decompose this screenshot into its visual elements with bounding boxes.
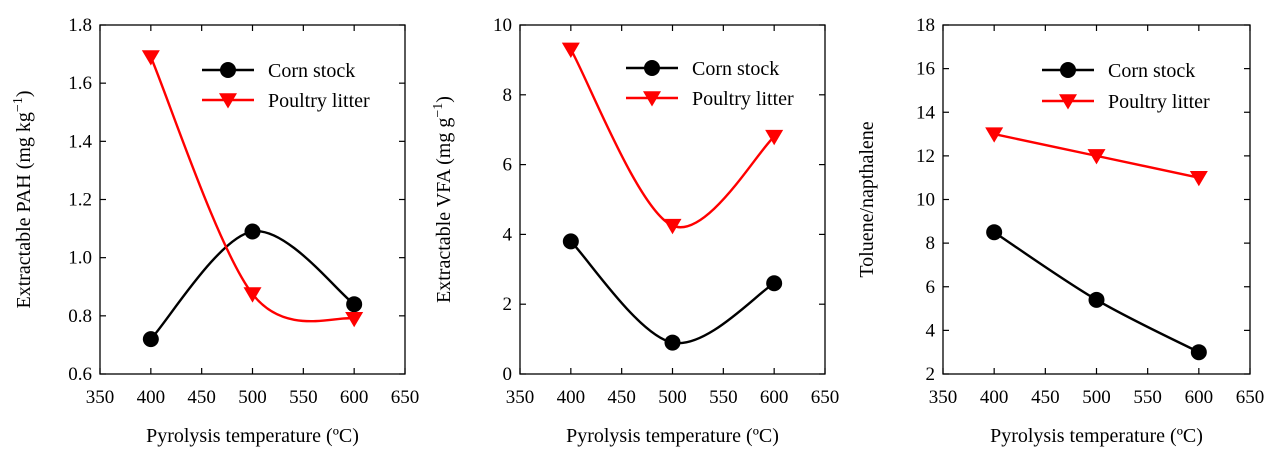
- y-tick-label: 0: [503, 364, 513, 385]
- legend-marker: [1060, 62, 1076, 78]
- x-tick-label: 600: [760, 387, 789, 408]
- y-tick-label: 0.6: [68, 364, 92, 385]
- y-tick-label: 10: [493, 15, 512, 36]
- legend-label: Poultry litter: [1108, 91, 1210, 113]
- x-tick-label: 450: [1031, 387, 1060, 408]
- y-tick-label: 4: [503, 224, 513, 245]
- y-tick-label: 1.4: [68, 131, 92, 152]
- x-tick-label: 400: [980, 387, 1009, 408]
- y-tick-label: 6: [503, 155, 513, 176]
- series-line-corn-stock: [149, 230, 355, 340]
- x-axis-label: Pyrolysis temperature (ºC): [146, 425, 359, 447]
- legend-marker: [644, 60, 660, 76]
- chart-panel-3: 350 400 450 500 550 600 650 2 4 6 8 10 12 14 16 18 Pyrol…: [856, 15, 1264, 447]
- y-axis-label: Extractable PAH (mg kg−1): [11, 90, 35, 308]
- y-tick-label: 2: [503, 294, 513, 315]
- data-point-poultry-litter: [1189, 170, 1208, 187]
- y-axis-label: Extractable VFA (mg g−1): [431, 96, 455, 303]
- x-tick-label: 550: [1133, 387, 1162, 408]
- y-tick-label: 10: [916, 190, 935, 211]
- legend: Corn stock Poultry litter: [626, 58, 794, 110]
- y-tick-label: 8: [503, 85, 513, 106]
- y-tick-label: 1.2: [68, 190, 92, 211]
- y-tick-label: 1.6: [68, 73, 92, 94]
- legend-label: Corn stock: [692, 58, 779, 80]
- x-tick-label: 400: [137, 387, 166, 408]
- chart-panel-2: 350 400 450 500 550 600 650 0 2 4 6 8 10 Pyrolysis te…: [431, 15, 839, 447]
- y-tick-label: 2: [926, 364, 936, 385]
- data-point-corn-stock: [1088, 291, 1105, 308]
- data-point-corn-stock: [346, 296, 363, 313]
- legend-label: Corn stock: [1108, 60, 1195, 82]
- y-tick-label: 0.8: [68, 306, 92, 327]
- legend-marker: [643, 91, 661, 107]
- x-tick-label: 500: [238, 387, 267, 408]
- data-point-corn-stock: [142, 331, 159, 348]
- y-tick-label: 14: [916, 102, 936, 123]
- legend-label: Poultry litter: [268, 90, 370, 112]
- data-point-poultry-litter: [663, 218, 682, 235]
- x-tick-label: 550: [289, 387, 318, 408]
- x-tick-label: 450: [607, 387, 636, 408]
- x-tick-label: 650: [811, 387, 840, 408]
- y-tick-label: 1.8: [68, 15, 92, 36]
- legend: Corn stock Poultry litter: [1042, 60, 1210, 113]
- data-point-poultry-litter: [345, 311, 364, 328]
- y-axis-label-superscript: −1: [431, 103, 446, 118]
- legend-label: Poultry litter: [692, 88, 794, 110]
- data-point-poultry-litter: [243, 287, 262, 303]
- data-point-corn-stock: [1190, 344, 1207, 361]
- x-tick-label: 550: [709, 387, 738, 408]
- x-axis-label: Pyrolysis temperature (ºC): [990, 425, 1203, 447]
- data-point-corn-stock: [562, 233, 579, 250]
- x-tick-label: 650: [391, 387, 420, 408]
- legend: Corn stock Poultry litter: [202, 60, 370, 112]
- x-tick-label: 600: [340, 387, 369, 408]
- y-tick-label: 8: [926, 233, 936, 254]
- legend-label: Corn stock: [268, 60, 355, 82]
- data-point-poultry-litter: [985, 127, 1004, 143]
- legend-marker: [219, 93, 237, 109]
- series-line-corn-stock: [569, 240, 775, 345]
- data-point-poultry-litter: [561, 42, 580, 58]
- x-tick-label: 400: [557, 387, 586, 408]
- data-point-corn-stock: [664, 334, 681, 351]
- x-tick-label: 350: [929, 387, 958, 408]
- y-axis-label-main: Extractable VFA (mg g: [433, 118, 455, 303]
- data-point-corn-stock: [244, 223, 261, 240]
- x-tick-label: 600: [1185, 387, 1214, 408]
- plot-frame: [519, 24, 826, 375]
- legend-marker: [220, 62, 236, 78]
- x-axis-label: Pyrolysis temperature (ºC): [566, 425, 779, 447]
- data-point-corn-stock: [766, 275, 783, 292]
- legend-marker: [1059, 94, 1077, 110]
- data-point-corn-stock: [986, 224, 1003, 241]
- y-tick-label: 18: [916, 15, 935, 36]
- y-axis-label: Toluene/napthalene: [856, 121, 878, 277]
- y-axis-label-superscript: −1: [11, 97, 26, 112]
- x-tick-label: 650: [1236, 387, 1265, 408]
- y-axis-label-main: Extractable PAH (mg kg: [13, 112, 35, 308]
- x-tick-label: 350: [506, 387, 535, 408]
- y-axis-label-end: ): [13, 90, 35, 97]
- y-tick-label: 6: [926, 277, 936, 298]
- plot-frame: [942, 24, 1251, 375]
- y-tick-label: 16: [916, 59, 935, 80]
- data-point-poultry-litter: [141, 50, 160, 66]
- y-axis-label-end: ): [433, 96, 455, 103]
- x-tick-label: 350: [86, 387, 115, 408]
- chart-panel-1: 350 400 450 500 550 600 650 0.6 0.8 1.0 1.2 1.4 1.6 1…: [11, 15, 419, 447]
- data-point-poultry-litter: [765, 129, 784, 146]
- data-point-poultry-litter: [1087, 149, 1106, 165]
- y-axis-label-main: Toluene/napthalene: [856, 121, 878, 277]
- x-tick-label: 500: [1082, 387, 1111, 408]
- y-tick-label: 4: [926, 320, 936, 341]
- plot-frame: [99, 24, 406, 375]
- x-tick-label: 450: [187, 387, 216, 408]
- y-tick-label: 1.0: [68, 248, 92, 269]
- y-tick-label: 12: [916, 146, 935, 167]
- series-line-poultry-litter: [149, 56, 355, 323]
- x-tick-label: 500: [658, 387, 687, 408]
